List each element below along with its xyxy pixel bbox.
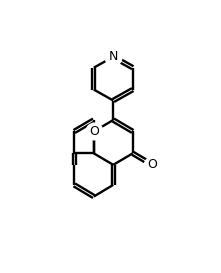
Text: O: O — [89, 125, 99, 138]
Text: O: O — [147, 158, 157, 171]
Text: N: N — [109, 50, 118, 63]
